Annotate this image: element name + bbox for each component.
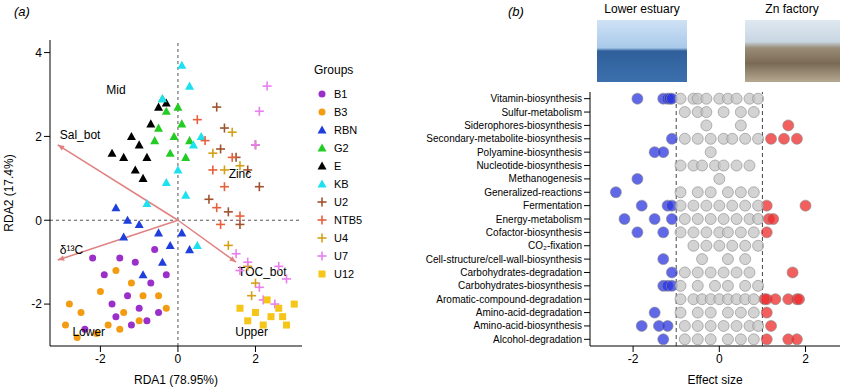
svg-text:TOC_bot: TOC_bot xyxy=(238,265,287,279)
svg-text:2: 2 xyxy=(252,352,259,366)
svg-text:Nucleotide-biosynthesis: Nucleotide-biosynthesis xyxy=(476,160,582,171)
svg-text:Alcohol-degradation: Alcohol-degradation xyxy=(493,334,582,345)
svg-text:Fermentation: Fermentation xyxy=(523,200,582,211)
svg-text:2: 2 xyxy=(35,130,42,144)
svg-text:Cell-structure/cell-wall-biosy: Cell-structure/cell-wall-biosynthesis xyxy=(426,254,582,265)
svg-text:B1: B1 xyxy=(334,88,347,100)
html-text:Zn factory: Zn factory xyxy=(765,2,819,16)
svg-text:Amino-acid-degradation: Amino-acid-degradation xyxy=(476,307,582,318)
svg-text:-2: -2 xyxy=(95,352,106,366)
svg-text:0: 0 xyxy=(35,214,42,228)
svg-text:U12: U12 xyxy=(334,268,354,280)
svg-text:CO₂-fixation: CO₂-fixation xyxy=(528,240,582,251)
svg-text:RBN: RBN xyxy=(334,124,357,136)
svg-text:Aromatic-compound-degradation: Aromatic-compound-degradation xyxy=(436,294,582,305)
svg-text:KB: KB xyxy=(334,178,349,190)
svg-text:Zinc: Zinc xyxy=(229,167,252,181)
svg-text:Mid: Mid xyxy=(106,83,125,97)
html-text:(a): (a) xyxy=(14,4,30,19)
svg-text:Methanogenesis: Methanogenesis xyxy=(509,173,582,184)
svg-text:Carbohydrates-degradation: Carbohydrates-degradation xyxy=(460,267,582,278)
svg-text:RDA1 (78.95%): RDA1 (78.95%) xyxy=(134,373,218,387)
html-text:(b): (b) xyxy=(508,4,524,19)
svg-text:Lower: Lower xyxy=(72,325,105,339)
svg-text:0: 0 xyxy=(716,352,723,366)
svg-text:Vitamin-biosynthesis: Vitamin-biosynthesis xyxy=(490,93,582,104)
svg-text:Sal_bot: Sal_bot xyxy=(60,128,101,142)
svg-text:δ¹³C: δ¹³C xyxy=(60,243,84,257)
svg-text:B3: B3 xyxy=(334,106,347,118)
html-text:Lower estuary: Lower estuary xyxy=(604,2,680,16)
svg-text:E: E xyxy=(334,160,341,172)
svg-text:Polyamine-biosynthesis: Polyamine-biosynthesis xyxy=(477,147,582,158)
svg-text:U4: U4 xyxy=(334,232,348,244)
svg-text:Sulfur-metabolism: Sulfur-metabolism xyxy=(501,107,582,118)
svg-text:RDA2 (17.4%): RDA2 (17.4%) xyxy=(2,154,16,231)
svg-text:Carbohydrates-biosynthesis: Carbohydrates-biosynthesis xyxy=(458,280,582,291)
svg-text:U2: U2 xyxy=(334,196,348,208)
svg-text:4: 4 xyxy=(35,46,42,60)
svg-text:Siderophores-biosynthesis: Siderophores-biosynthesis xyxy=(464,120,582,131)
svg-text:Generalized-reactions: Generalized-reactions xyxy=(484,187,582,198)
svg-text:Amino-acid-biosynthesis: Amino-acid-biosynthesis xyxy=(474,320,582,331)
svg-text:NTB5: NTB5 xyxy=(334,214,362,226)
svg-text:U7: U7 xyxy=(334,250,348,262)
svg-text:Upper: Upper xyxy=(235,325,268,339)
svg-text:G2: G2 xyxy=(334,142,349,154)
svg-text:-2: -2 xyxy=(628,352,639,366)
svg-text:-2: -2 xyxy=(31,297,42,311)
svg-text:Groups: Groups xyxy=(314,63,353,77)
svg-text:Effect size: Effect size xyxy=(687,373,742,387)
svg-text:0: 0 xyxy=(175,352,182,366)
svg-text:Cofactor-biosynthesis: Cofactor-biosynthesis xyxy=(486,227,582,238)
svg-text:Energy-metabolism: Energy-metabolism xyxy=(496,214,582,225)
svg-text:2: 2 xyxy=(802,352,809,366)
svg-text:Secondary-metabolite-biosynthe: Secondary-metabolite-biosynthesis xyxy=(426,133,582,144)
